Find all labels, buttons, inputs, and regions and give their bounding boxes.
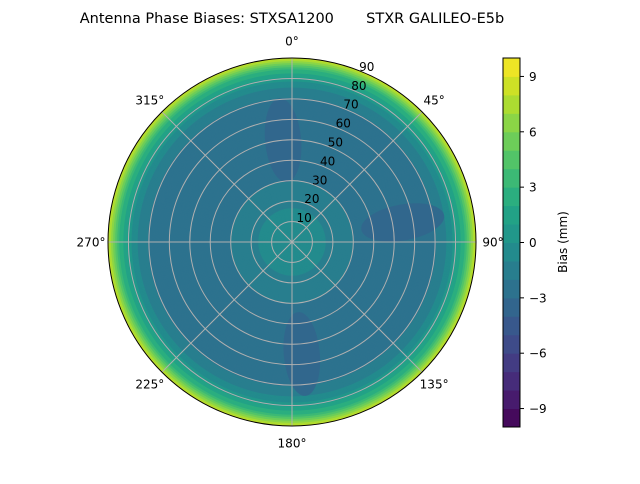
colorbar-segment (503, 316, 520, 336)
theta-tick-label: 315° (135, 93, 164, 107)
theta-tick-label: 90° (482, 236, 503, 250)
colorbar-segment (503, 187, 520, 207)
radial-tick-label: 30 (312, 173, 327, 187)
radial-tick-label: 20 (304, 192, 319, 206)
theta-gridline (161, 241, 293, 373)
colorbar-segment (503, 353, 520, 373)
radial-tick-label: 80 (351, 79, 366, 93)
colorbar-segment (503, 260, 520, 280)
radial-tick-label: 10 (296, 211, 311, 225)
colorbar-segment (503, 390, 520, 410)
colorbar-segment (503, 297, 520, 317)
colorbar-tick-label: −3 (529, 291, 547, 305)
colorbar-segment (503, 279, 520, 299)
colorbar-tick-label: −6 (529, 347, 547, 361)
colorbar-segment (503, 131, 520, 151)
radial-tick-label: 90 (359, 60, 374, 74)
theta-tick-label: 45° (423, 93, 444, 107)
theta-tick-label: 0° (285, 35, 299, 49)
theta-tick-label: 225° (135, 378, 164, 392)
colorbar-segment (503, 58, 520, 77)
radial-tick-label: 60 (336, 117, 351, 131)
colorbar-tick-label: 3 (529, 181, 537, 195)
colorbar-segment (503, 94, 520, 114)
low-bias-region (283, 312, 321, 396)
polar-grid (108, 58, 476, 426)
colorbar-segment (503, 224, 520, 243)
colorbar-segment (503, 205, 520, 225)
colorbar-segment (503, 371, 520, 391)
theta-tick-label: 270° (77, 236, 106, 250)
radial-tick-label: 50 (328, 136, 343, 150)
theta-gridline (161, 111, 293, 243)
radial-tick-label: 40 (320, 154, 335, 168)
theta-tick-label: 180° (278, 437, 307, 451)
colorbar-segment (503, 150, 520, 170)
colorbar-label: Bias (mm) (556, 211, 570, 273)
colorbar: −9 −6 −3 0 3 6 9 (502, 57, 547, 428)
radial-tick-labels: 10 20 30 40 50 60 70 80 90 (296, 60, 374, 225)
theta-tick-label: 135° (420, 378, 449, 392)
colorbar-segment (503, 168, 520, 188)
colorbar-segment (503, 113, 520, 133)
theta-tick-labels: 0° 45° 90° 135° 180° 225° 270° 315° (77, 35, 504, 451)
radial-tick-label: 70 (343, 98, 358, 112)
theta-gridline (291, 241, 423, 373)
colorbar-segment (503, 408, 520, 428)
colorbar-segment (503, 76, 520, 96)
colorbar-tick-label: 0 (529, 236, 537, 250)
colorbar-segment (503, 334, 520, 354)
polar-frame (107, 57, 477, 427)
colorbar-tick-label: −9 (529, 402, 547, 416)
colorbar-segment (503, 242, 520, 262)
low-bias-region (361, 203, 445, 242)
theta-gridline (291, 111, 423, 243)
chart-title: Antenna Phase Biases: STXSA1200 STXR GAL… (80, 11, 505, 27)
colorbar-tick-label: 9 (529, 70, 537, 84)
colorbar-tick-label: 6 (529, 125, 537, 139)
